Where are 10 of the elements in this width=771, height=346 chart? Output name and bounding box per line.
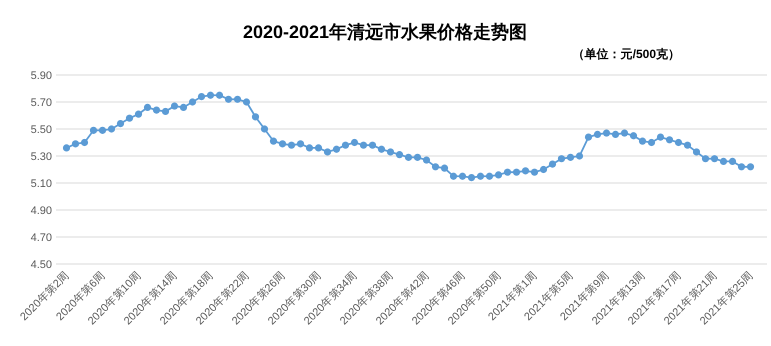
y-tick-label: 5.50 <box>30 124 52 136</box>
y-tick-label: 5.30 <box>30 151 52 163</box>
y-tick-label: 4.90 <box>30 205 52 217</box>
y-tick-label: 4.70 <box>30 232 52 244</box>
chart-subtitle: （单位：元/500克） <box>572 47 680 61</box>
y-tick-label: 5.10 <box>30 178 52 190</box>
y-tick-label: 4.50 <box>30 259 52 271</box>
y-tick-label: 5.90 <box>30 70 52 82</box>
chart-title: 2020-2021年清远市水果价格走势图 <box>242 22 528 42</box>
y-tick-label: 5.70 <box>30 97 52 109</box>
